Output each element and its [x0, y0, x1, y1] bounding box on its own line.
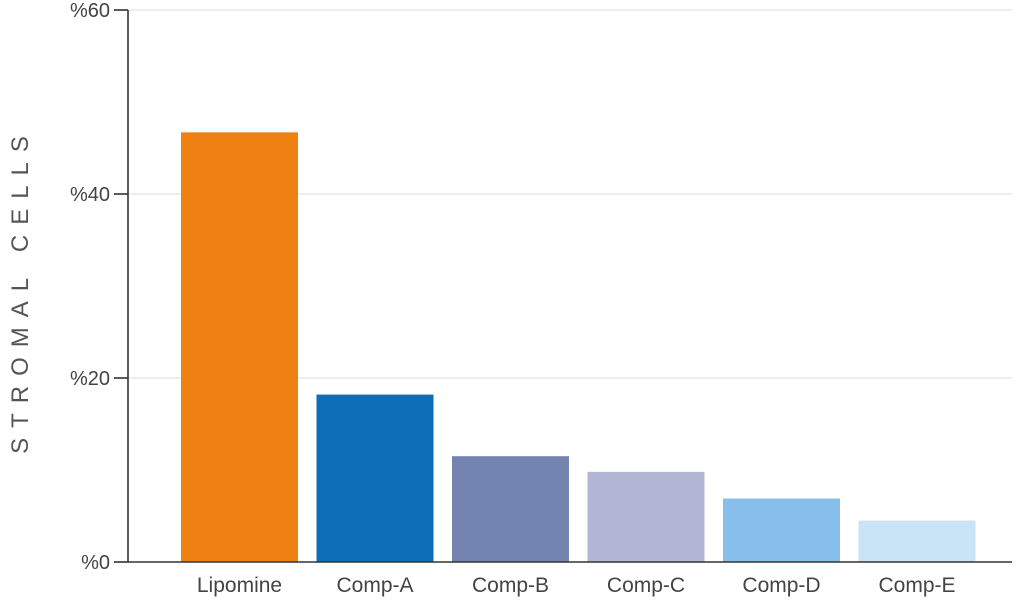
y-tick-label: %40 — [70, 184, 110, 206]
axes — [127, 10, 1012, 563]
y-axis-title: STROMAL CELLS — [7, 126, 34, 454]
y-tick-label: %0 — [81, 552, 110, 574]
y-tick-label: %60 — [70, 0, 110, 22]
bars — [181, 132, 976, 563]
x-tick-labels: Lipomine Comp-A Comp-B Comp-C Comp-D Comp-E — [197, 574, 956, 597]
y-tick-label: %20 — [70, 368, 110, 390]
x-tick-label: Comp-B — [472, 574, 549, 597]
x-tick-label: Lipomine — [197, 574, 282, 597]
x-tick-label: Comp-A — [336, 574, 413, 597]
x-tick-label: Comp-C — [607, 574, 685, 597]
bar-comp-d — [723, 498, 840, 562]
y-ticks: %0 %20 %40 %60 — [70, 0, 128, 574]
x-tick-label: Comp-E — [878, 574, 955, 597]
bar-comp-e — [858, 520, 976, 562]
bar-comp-a — [316, 394, 434, 562]
bar-lipomine — [181, 132, 298, 563]
bar-comp-b — [452, 456, 569, 562]
bar-comp-c — [587, 471, 705, 562]
x-tick-label: Comp-D — [742, 574, 820, 597]
